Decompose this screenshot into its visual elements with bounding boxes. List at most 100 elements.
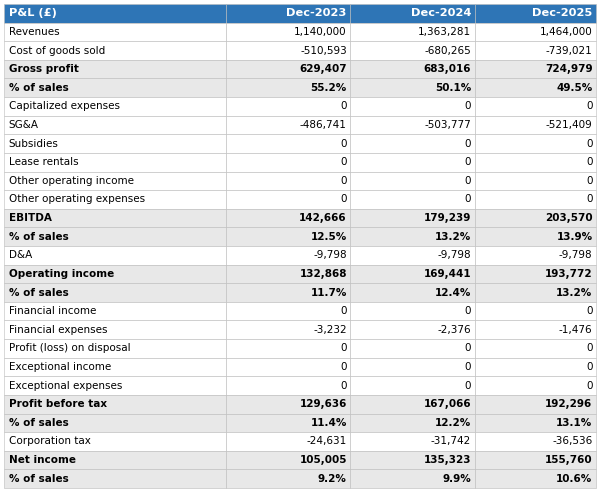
Bar	[475, 302, 596, 320]
Bar	[4, 246, 226, 265]
Text: -24,631: -24,631	[307, 436, 347, 446]
Text: -9,798: -9,798	[313, 250, 347, 260]
Bar	[350, 283, 475, 302]
Text: Financial expenses: Financial expenses	[8, 325, 107, 335]
Bar	[226, 469, 350, 488]
Bar	[475, 358, 596, 376]
Text: 1,140,000: 1,140,000	[294, 27, 347, 37]
Bar	[4, 172, 226, 190]
Bar	[475, 60, 596, 78]
Text: 0: 0	[586, 194, 593, 205]
Text: -9,798: -9,798	[559, 250, 593, 260]
Bar	[4, 432, 226, 451]
Text: 0: 0	[340, 362, 347, 372]
Text: 10.6%: 10.6%	[556, 474, 593, 484]
Text: 193,772: 193,772	[545, 269, 593, 279]
Text: Cost of goods sold: Cost of goods sold	[8, 46, 105, 56]
Bar	[350, 190, 475, 209]
Bar	[4, 97, 226, 116]
Bar	[4, 116, 226, 134]
Bar	[226, 41, 350, 60]
Bar	[226, 302, 350, 320]
Bar	[226, 246, 350, 265]
Text: Revenues: Revenues	[8, 27, 59, 37]
Bar	[226, 60, 350, 78]
Text: -521,409: -521,409	[546, 120, 593, 130]
Text: -36,536: -36,536	[552, 436, 593, 446]
Text: 11.4%: 11.4%	[310, 418, 347, 428]
Text: 49.5%: 49.5%	[556, 83, 593, 93]
Bar	[350, 97, 475, 116]
Text: 105,005: 105,005	[299, 455, 347, 465]
Text: % of sales: % of sales	[8, 287, 68, 298]
Bar	[226, 451, 350, 469]
Bar	[350, 395, 475, 414]
Text: 0: 0	[586, 139, 593, 149]
Bar	[350, 358, 475, 376]
Bar	[4, 60, 226, 78]
Bar	[226, 395, 350, 414]
Text: 0: 0	[586, 176, 593, 186]
Text: 167,066: 167,066	[424, 399, 471, 409]
Text: 9.9%: 9.9%	[442, 474, 471, 484]
Bar	[4, 41, 226, 60]
Text: 0: 0	[340, 306, 347, 316]
Text: Net income: Net income	[8, 455, 76, 465]
Text: 1,464,000: 1,464,000	[540, 27, 593, 37]
Text: Financial income: Financial income	[8, 306, 96, 316]
Text: 0: 0	[464, 343, 471, 353]
Bar	[226, 339, 350, 358]
Text: 0: 0	[464, 157, 471, 167]
Bar	[475, 265, 596, 283]
Bar	[4, 320, 226, 339]
Text: -9,798: -9,798	[437, 250, 471, 260]
Text: 1,363,281: 1,363,281	[418, 27, 471, 37]
Bar	[475, 134, 596, 153]
Bar	[350, 451, 475, 469]
Text: 179,239: 179,239	[424, 213, 471, 223]
Text: Operating income: Operating income	[8, 269, 114, 279]
Bar	[350, 469, 475, 488]
Text: 12.5%: 12.5%	[311, 232, 347, 242]
Bar	[4, 134, 226, 153]
Text: 629,407: 629,407	[299, 64, 347, 74]
Bar	[475, 41, 596, 60]
Text: Dec-2025: Dec-2025	[532, 8, 593, 18]
Text: 155,760: 155,760	[545, 455, 593, 465]
Bar	[226, 190, 350, 209]
Bar	[350, 60, 475, 78]
Text: 135,323: 135,323	[424, 455, 471, 465]
Text: 11.7%: 11.7%	[310, 287, 347, 298]
Bar	[475, 97, 596, 116]
Bar	[226, 320, 350, 339]
Bar	[475, 469, 596, 488]
Text: Subsidies: Subsidies	[8, 139, 59, 149]
Bar	[4, 376, 226, 395]
Bar	[226, 97, 350, 116]
Bar	[475, 209, 596, 227]
Bar	[226, 23, 350, 41]
Text: 0: 0	[464, 362, 471, 372]
Bar	[350, 265, 475, 283]
Text: 9.2%: 9.2%	[318, 474, 347, 484]
Bar	[475, 227, 596, 246]
Bar	[350, 4, 475, 23]
Bar	[4, 469, 226, 488]
Text: -31,742: -31,742	[431, 436, 471, 446]
Bar	[226, 376, 350, 395]
Text: 55.2%: 55.2%	[311, 83, 347, 93]
Text: 0: 0	[340, 101, 347, 111]
Text: Exceptional expenses: Exceptional expenses	[8, 381, 122, 391]
Bar	[226, 78, 350, 97]
Text: -3,232: -3,232	[313, 325, 347, 335]
Bar	[475, 172, 596, 190]
Bar	[475, 320, 596, 339]
Bar	[226, 153, 350, 172]
Text: 0: 0	[464, 139, 471, 149]
Text: 129,636: 129,636	[299, 399, 347, 409]
Text: 0: 0	[586, 101, 593, 111]
Bar	[350, 116, 475, 134]
Text: % of sales: % of sales	[8, 232, 68, 242]
Bar	[4, 78, 226, 97]
Text: Exceptional income: Exceptional income	[8, 362, 111, 372]
